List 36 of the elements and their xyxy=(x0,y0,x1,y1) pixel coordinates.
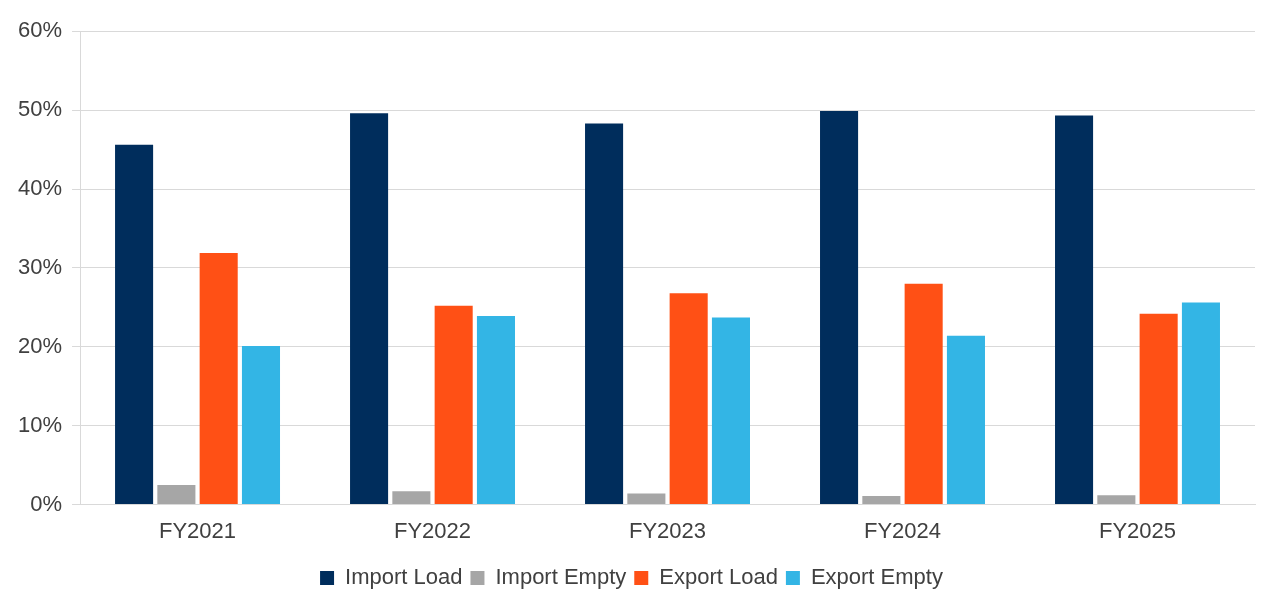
bar xyxy=(1097,495,1136,505)
bar xyxy=(241,346,281,505)
bar xyxy=(1139,313,1178,505)
legend-label: Export Load xyxy=(659,564,778,590)
legend-label: Import Load xyxy=(345,564,463,590)
bar xyxy=(1055,115,1094,505)
x-tick-label: FY2021 xyxy=(159,517,237,543)
y-tick-label: 10% xyxy=(17,411,63,437)
y-tick-label: 50% xyxy=(17,96,63,122)
y-tick-label: 20% xyxy=(17,332,63,358)
bar xyxy=(820,110,859,505)
bar xyxy=(434,305,473,505)
y-tick-label: 0% xyxy=(30,490,63,516)
y-tick-label: 40% xyxy=(17,175,63,201)
x-tick-label: FY2024 xyxy=(863,517,942,543)
y-tick-label: 30% xyxy=(17,253,63,279)
x-tick-label: FY2022 xyxy=(393,517,472,543)
x-tick-label: FY2023 xyxy=(628,517,707,543)
bar xyxy=(627,493,666,505)
bar xyxy=(585,123,624,505)
bar xyxy=(711,317,750,505)
bar xyxy=(476,316,516,505)
bar xyxy=(199,252,238,505)
bar xyxy=(1181,302,1220,505)
bar xyxy=(392,491,431,505)
x-tick-label: FY2025 xyxy=(1098,517,1177,543)
bar xyxy=(157,484,196,505)
bar xyxy=(669,293,708,505)
y-tick-label: 60% xyxy=(17,17,63,43)
bar xyxy=(904,283,943,505)
bar xyxy=(946,335,985,505)
bar xyxy=(862,495,901,505)
bar xyxy=(350,113,389,505)
legend-label: Import Empty xyxy=(495,564,627,590)
bar xyxy=(115,144,154,505)
legend-label: Export Empty xyxy=(810,564,943,590)
